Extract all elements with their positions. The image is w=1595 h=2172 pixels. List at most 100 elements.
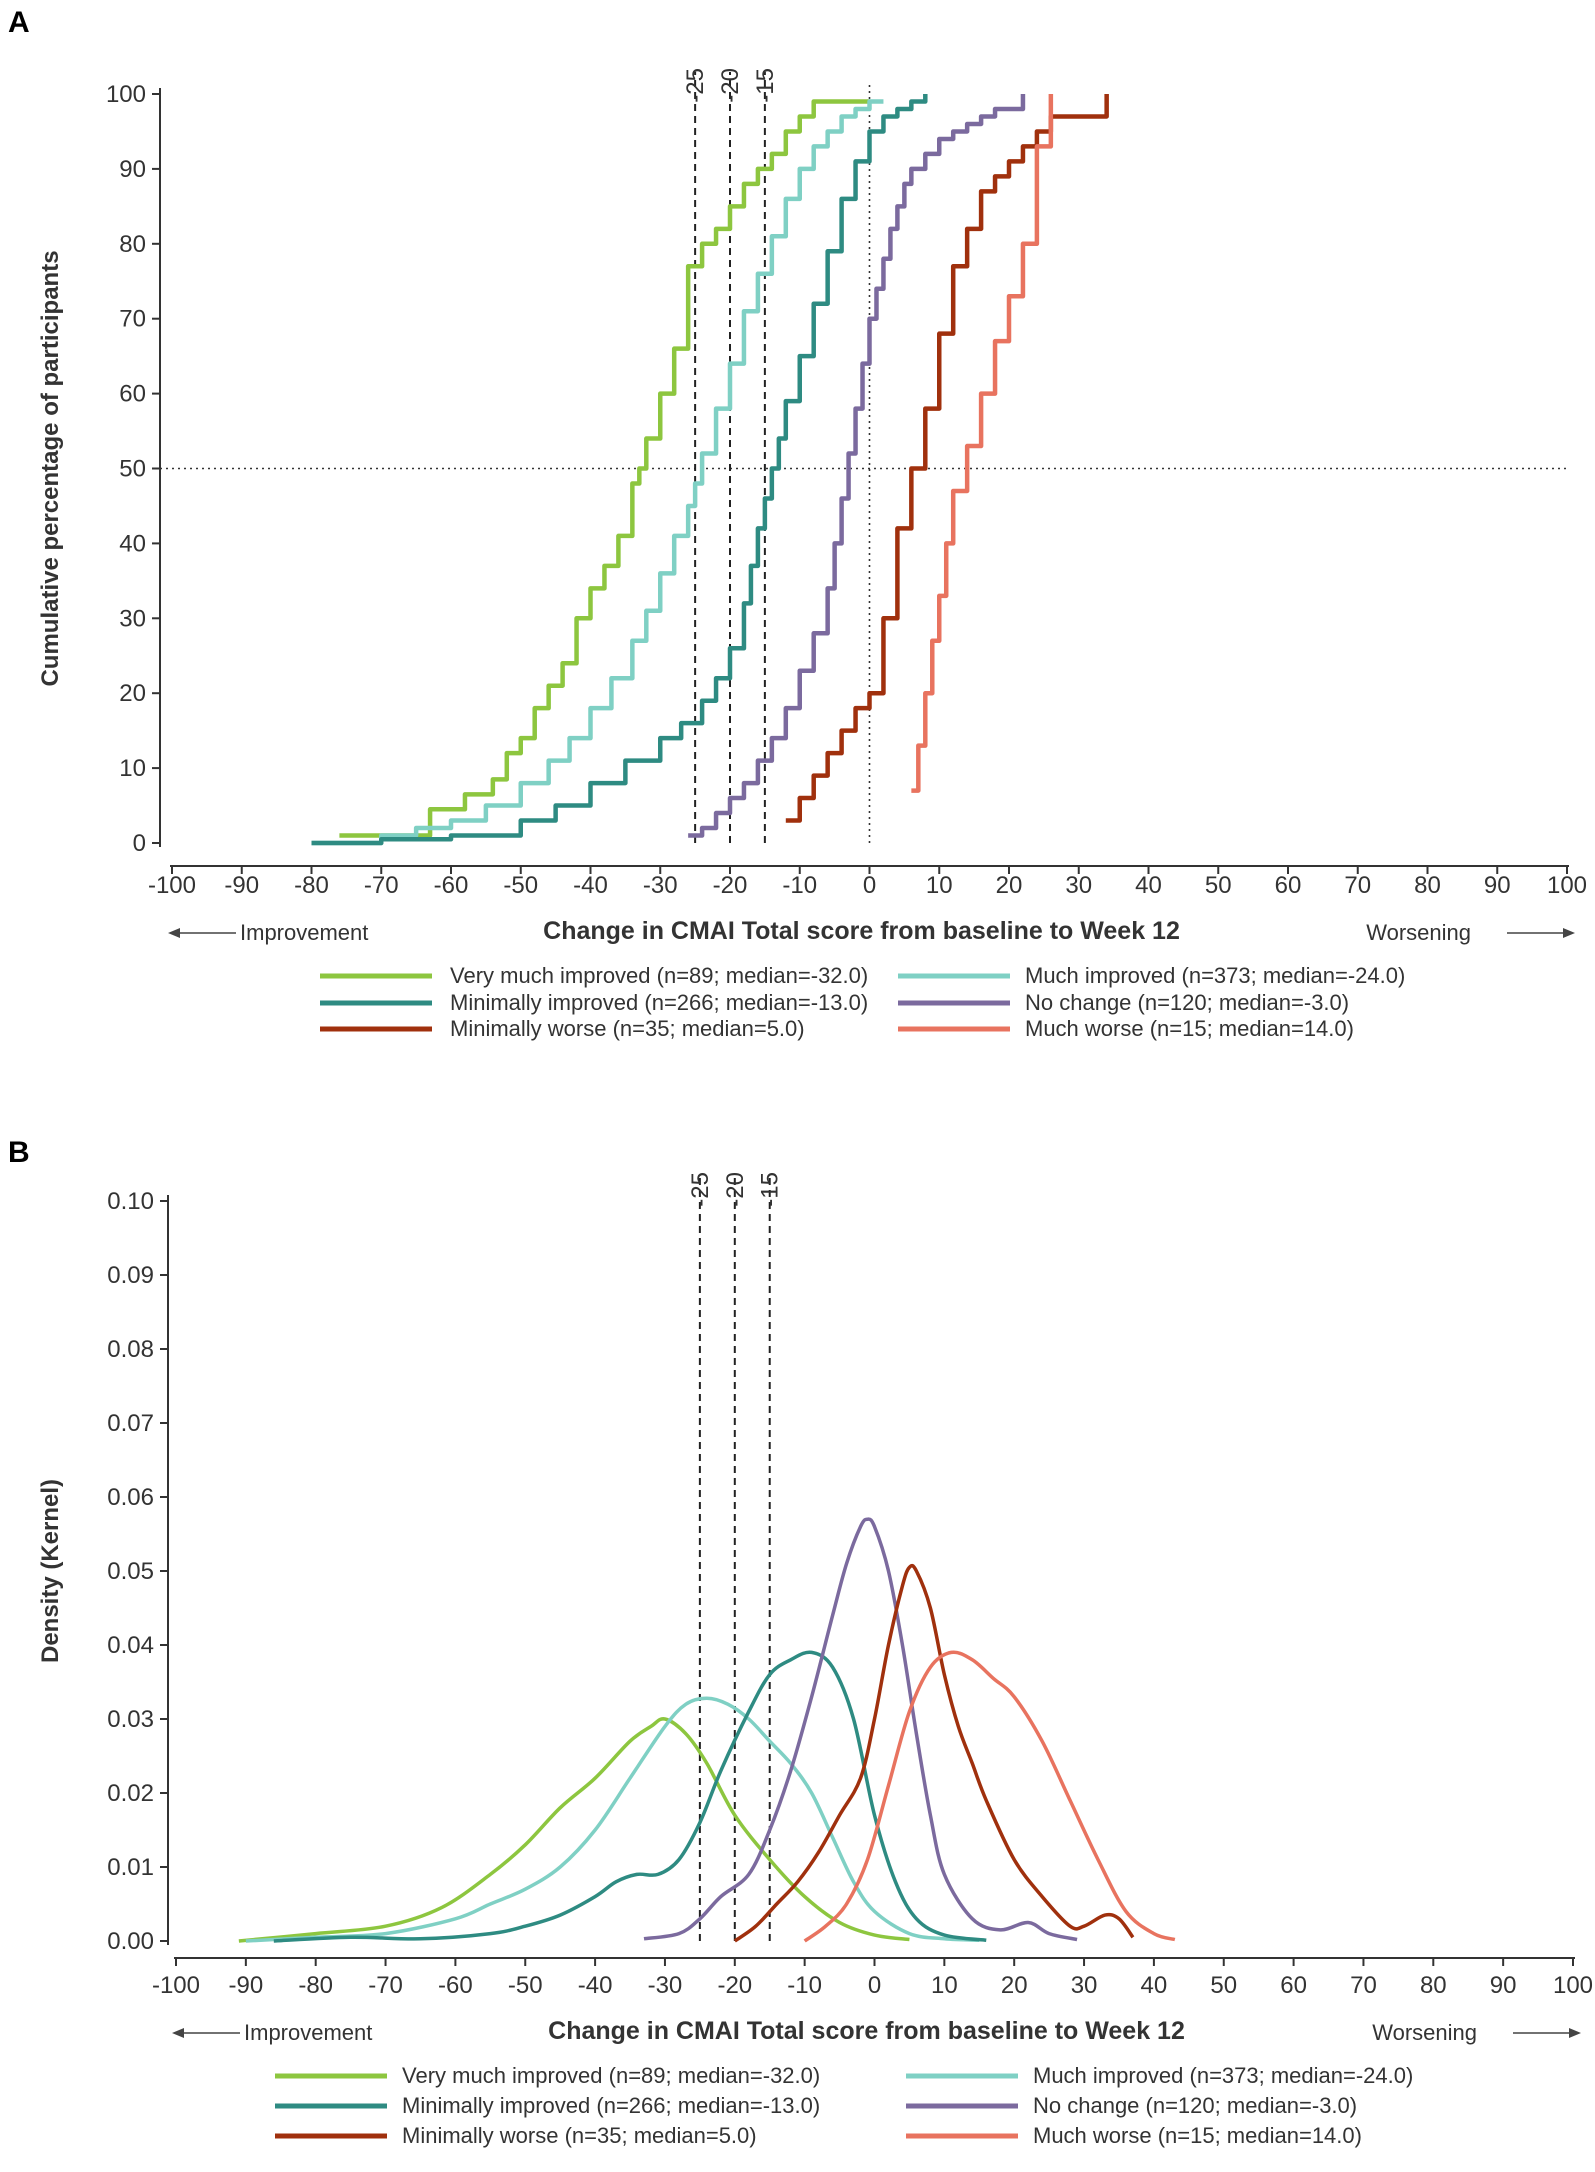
y-tick-label: 0.09 <box>107 1262 154 1289</box>
x-tick-label: -80 <box>294 872 329 899</box>
legend-entry-minimally-improved: Minimally improved (n=266; median=-13.0) <box>402 2093 820 2118</box>
x-tick-label: -90 <box>224 872 259 899</box>
x-tick-label: 50 <box>1210 1972 1237 1999</box>
y-tick-label: 0.00 <box>107 1928 154 1955</box>
x-tick-label: 80 <box>1420 1972 1447 1999</box>
legend-entry-very-much-improved: Very much improved (n=89; median=-32.0) <box>450 963 868 988</box>
y-tick-label: 30 <box>119 605 146 632</box>
y-tick-label: 90 <box>119 156 146 183</box>
y-tick-label: 0.05 <box>107 1558 154 1585</box>
x-tick-label: 100 <box>1547 872 1587 899</box>
x-tick-label: -90 <box>229 1972 264 1999</box>
x-tick-label: -100 <box>152 1972 200 1999</box>
x-tick-label: 70 <box>1344 872 1371 899</box>
worsening-label: Worsening <box>1366 920 1471 945</box>
x-tick-label: -70 <box>368 1972 403 1999</box>
x-tick-label: 10 <box>926 872 953 899</box>
x-tick-label: 30 <box>1071 1972 1098 1999</box>
threshold-label: -25 <box>682 68 709 103</box>
y-tick-label: 0.07 <box>107 1410 154 1437</box>
y-tick-label: 0.06 <box>107 1484 154 1511</box>
legend-entry-no-change: No change (n=120; median=-3.0) <box>1033 2093 1357 2118</box>
x-tick-label: -10 <box>782 872 817 899</box>
x-tick-label: 60 <box>1280 1972 1307 1999</box>
y-tick-label: 80 <box>119 231 146 258</box>
threshold-label: -15 <box>752 68 779 103</box>
panel-b: B 0.00 0.01 0.02 0.03 0.04 0.05 0.06 0.07 0.08 0.0… <box>8 1136 1593 2148</box>
x-tick-label: -30 <box>648 1972 683 1999</box>
y-tick-label: 60 <box>119 381 146 408</box>
series-line-much-worse <box>803 1650 1176 1943</box>
y-tick-label: 0.04 <box>107 1632 154 1659</box>
legend-entry-much-worse: Much worse (n=15; median=14.0) <box>1033 2123 1362 2148</box>
x-tick-label: -50 <box>503 872 538 899</box>
y-tick-label: 20 <box>119 680 146 707</box>
y-axis-title: Cumulative percentage of participants <box>37 250 64 686</box>
x-tick-label: 20 <box>996 872 1023 899</box>
y-tick-label: 10 <box>119 755 146 782</box>
x-tick-label: 90 <box>1484 872 1511 899</box>
series-line-minimally-worse <box>733 1563 1135 1943</box>
x-tick-label: 40 <box>1141 1972 1168 1999</box>
x-tick-label: 100 <box>1553 1972 1593 1999</box>
x-tick-label: 80 <box>1414 872 1441 899</box>
x-tick-label: -50 <box>508 1972 543 1999</box>
improvement-label: Improvement <box>240 920 368 945</box>
series-line-very-much-improved <box>339 99 870 838</box>
threshold-label: -25 <box>687 1172 714 1207</box>
threshold-label: -20 <box>722 1172 749 1207</box>
y-tick-label: 40 <box>119 530 146 557</box>
series-line-minimally-worse <box>785 94 1109 823</box>
y-tick-label: 0.02 <box>107 1780 154 1807</box>
x-tick-label: -80 <box>298 1972 333 1999</box>
x-tick-label: -30 <box>643 872 678 899</box>
series-line-no-change <box>643 1517 1078 1942</box>
x-tick-label: -10 <box>787 1972 822 1999</box>
series-line-minimally-improved <box>311 94 928 846</box>
panel-label: A <box>8 6 30 39</box>
series-line-much-worse <box>911 94 1054 793</box>
x-tick-label: 90 <box>1490 1972 1517 1999</box>
series-line-much-improved <box>245 1696 980 1943</box>
legend-entry-much-worse: Much worse (n=15; median=14.0) <box>1025 1016 1354 1041</box>
y-tick-label: 0 <box>133 830 146 857</box>
x-tick-label: -20 <box>717 1972 752 1999</box>
x-tick-label: -40 <box>578 1972 613 1999</box>
x-tick-label: 60 <box>1275 872 1302 899</box>
improvement-arrow-head-icon <box>172 2028 184 2038</box>
legend-entry-minimally-worse: Minimally worse (n=35; median=5.0) <box>450 1016 805 1041</box>
y-tick-label: 0.08 <box>107 1336 154 1363</box>
x-tick-label: 70 <box>1350 1972 1377 1999</box>
series-line-much-improved <box>311 99 884 846</box>
improvement-arrow-head-icon <box>168 928 180 938</box>
x-tick-label: -60 <box>438 1972 473 1999</box>
legend-entry-much-improved: Much improved (n=373; median=-24.0) <box>1025 963 1405 988</box>
x-tick-label: -20 <box>713 872 748 899</box>
x-tick-label: 10 <box>931 1972 958 1999</box>
improvement-label: Improvement <box>244 2020 372 2045</box>
y-tick-label: 0.01 <box>107 1854 154 1881</box>
threshold-label: -15 <box>757 1172 784 1207</box>
x-tick-label: -70 <box>364 872 399 899</box>
x-tick-label: 20 <box>1001 1972 1028 1999</box>
panel-label: B <box>8 1136 30 1169</box>
worsening-arrow-head-icon <box>1563 928 1575 938</box>
series-line-very-much-improved <box>238 1717 910 1943</box>
legend-entry-very-much-improved: Very much improved (n=89; median=-32.0) <box>402 2063 820 2088</box>
x-tick-label: -100 <box>148 872 196 899</box>
x-tick-label: 0 <box>868 1972 881 1999</box>
y-axis-title: Density (Kernel) <box>37 1479 64 1663</box>
x-tick-label: 50 <box>1205 872 1232 899</box>
y-tick-label: 0.03 <box>107 1706 154 1733</box>
legend-entry-no-change: No change (n=120; median=-3.0) <box>1025 990 1349 1015</box>
x-tick-label: 0 <box>863 872 876 899</box>
worsening-arrow-head-icon <box>1569 2028 1581 2038</box>
x-tick-label: -60 <box>434 872 469 899</box>
legend-entry-minimally-worse: Minimally worse (n=35; median=5.0) <box>402 2123 757 2148</box>
x-tick-label: 40 <box>1135 872 1162 899</box>
y-tick-label: 50 <box>119 456 146 483</box>
legend-entry-much-improved: Much improved (n=373; median=-24.0) <box>1033 2063 1413 2088</box>
legend-entry-minimally-improved: Minimally improved (n=266; median=-13.0) <box>450 990 868 1015</box>
